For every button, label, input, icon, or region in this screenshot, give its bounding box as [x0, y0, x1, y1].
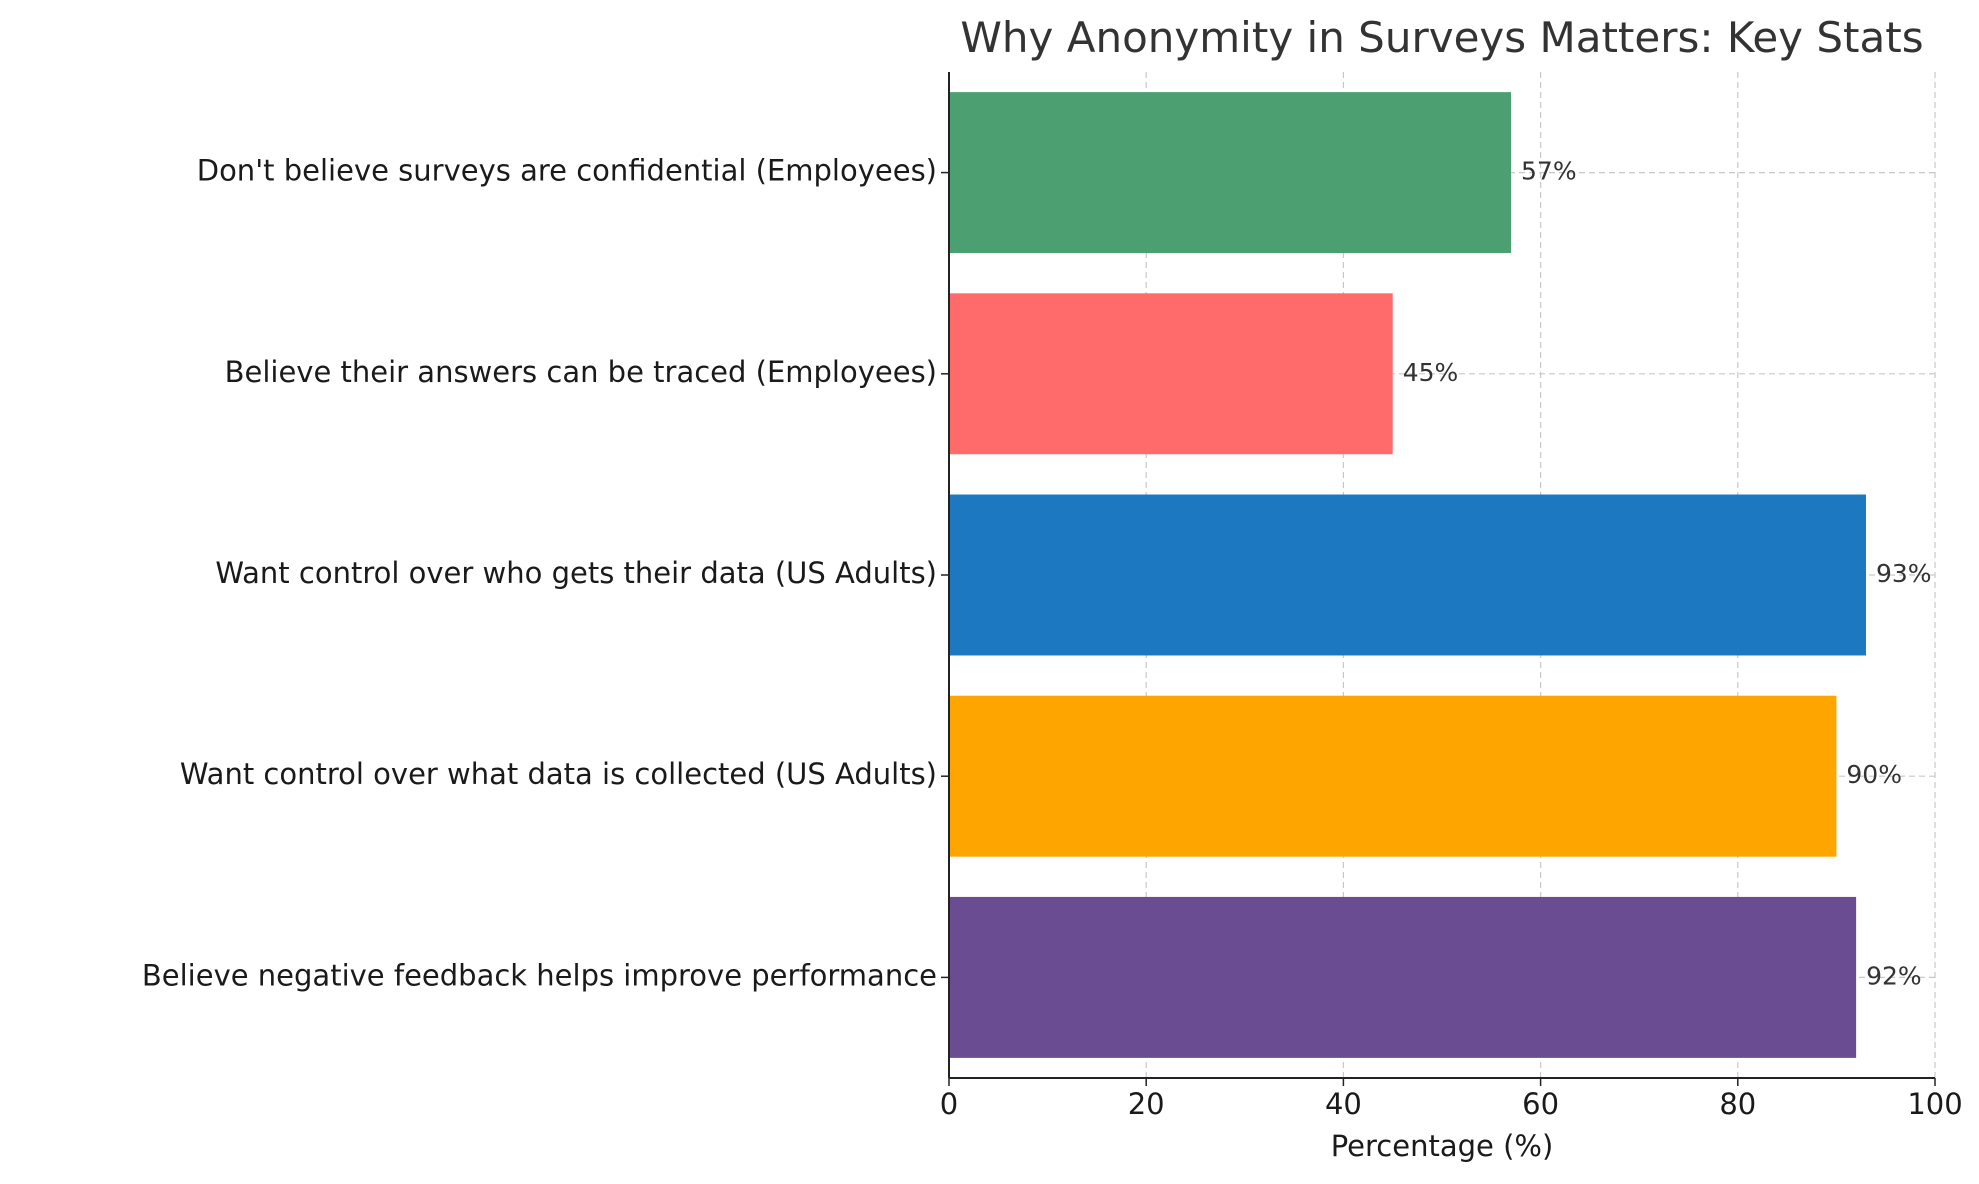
y-tick-labels: Believe negative feedback helps improve … [142, 154, 949, 992]
y-tick-label: Want control over who gets their data (U… [215, 556, 937, 590]
value-labels: 92% 90% 93% 45% 57% [1403, 157, 1932, 991]
y-tick-label: Want control over what data is collected… [180, 757, 937, 791]
value-label: 93% [1876, 559, 1932, 588]
value-label: 90% [1846, 760, 1902, 789]
bar [949, 92, 1512, 254]
bar [949, 494, 1866, 656]
x-axis-title: Percentage (%) [1331, 1129, 1554, 1163]
x-tick-labels: 0 20 40 60 80 100 [940, 1078, 1963, 1121]
bar [949, 695, 1837, 857]
chart-title: Why Anonymity in Surveys Matters: Key St… [960, 13, 1923, 62]
x-tick-label: 0 [940, 1087, 958, 1121]
value-label: 45% [1403, 358, 1459, 387]
x-tick-label: 40 [1325, 1087, 1362, 1121]
bar [949, 293, 1393, 455]
bars [949, 92, 1866, 1058]
bar [949, 896, 1857, 1058]
value-label: 92% [1866, 961, 1922, 990]
x-tick-label: 60 [1522, 1087, 1559, 1121]
value-label: 57% [1521, 157, 1577, 186]
y-tick-label: Believe their answers can be traced (Emp… [225, 355, 937, 389]
x-tick-label: 20 [1128, 1087, 1165, 1121]
x-tick-label: 80 [1719, 1087, 1756, 1121]
x-tick-label: 100 [1907, 1087, 1962, 1121]
y-tick-label: Believe negative feedback helps improve … [142, 958, 937, 992]
y-tick-label: Don't believe surveys are confidential (… [197, 154, 937, 188]
